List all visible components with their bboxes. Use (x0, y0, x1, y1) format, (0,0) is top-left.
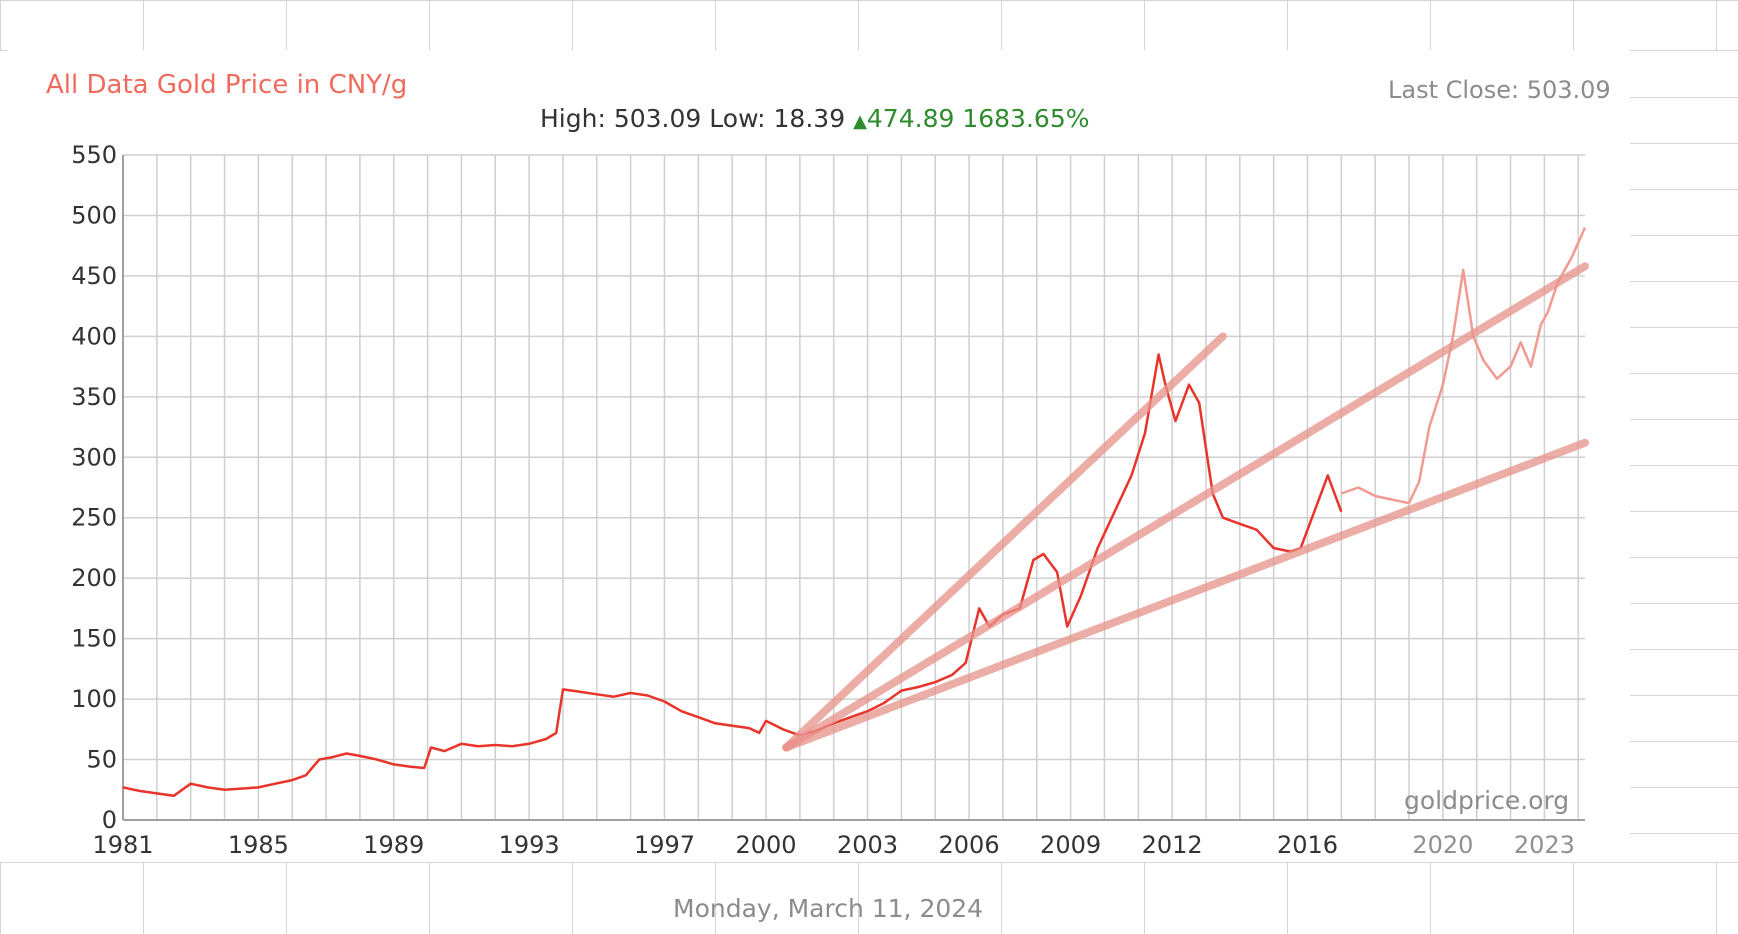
trend-line (782, 262, 1589, 752)
x-tick-label: 1989 (363, 831, 424, 859)
chart-title: All Data Gold Price in CNY/g (46, 70, 408, 100)
low-value: 18.39 (773, 104, 846, 133)
last-close: Last Close: 503.09 (1388, 76, 1611, 104)
y-tick-label: 150 (71, 625, 117, 653)
y-tick-label: 300 (71, 443, 117, 471)
change-value: 474.89 (866, 104, 955, 133)
trend-lines (782, 262, 1589, 752)
low-label: Low: (709, 104, 766, 133)
x-tick-label: 2012 (1142, 831, 1203, 859)
y-tick-label: 500 (71, 201, 117, 229)
y-tick-label: 550 (71, 141, 117, 169)
price-line-series (122, 353, 1343, 798)
trend-line (782, 438, 1589, 752)
axis-ticks: 0 50 100 150 200 250 300 350 400 450 500 550 1981 198… (71, 141, 1575, 859)
footer-date: Monday, March 11, 2024 (673, 894, 984, 923)
x-tick-label: 1997 (634, 831, 695, 859)
x-tick-label: 2003 (837, 831, 898, 859)
x-tick-label: 1981 (92, 831, 153, 859)
y-tick-label: 250 (71, 504, 117, 532)
x-tick-label: 2016 (1277, 831, 1338, 859)
x-tick-label: 2006 (939, 831, 1000, 859)
x-tick-label: 2009 (1040, 831, 1101, 859)
x-tick-label: 1985 (228, 831, 289, 859)
y-tick-label: 400 (71, 322, 117, 350)
watermark: goldprice.org (1404, 786, 1570, 815)
trend-line (782, 332, 1227, 752)
y-tick-label: 0 (102, 806, 117, 834)
x-tick-label: 2020 (1412, 831, 1473, 859)
up-arrow-icon: ▲ (853, 111, 867, 132)
price-stats: High: 503.09 Low: 18.39 ▲474.89 1683.65% (540, 104, 1089, 133)
y-tick-label: 450 (71, 262, 117, 290)
x-tick-label: 2023 (1514, 831, 1575, 859)
high-label: High: (540, 104, 606, 133)
x-tick-label: 2000 (735, 831, 796, 859)
y-tick-label: 350 (71, 383, 117, 411)
y-tick-label: 200 (71, 564, 117, 592)
y-tick-label: 100 (71, 685, 117, 713)
change-percent: 1683.65% (962, 104, 1090, 133)
plot-grid (122, 154, 1585, 821)
y-tick-label: 50 (86, 746, 117, 774)
chart-background (8, 50, 1348, 858)
high-value: 503.09 (613, 104, 702, 133)
x-tick-label: 1993 (499, 831, 560, 859)
chart-background-faded (1348, 50, 1630, 858)
